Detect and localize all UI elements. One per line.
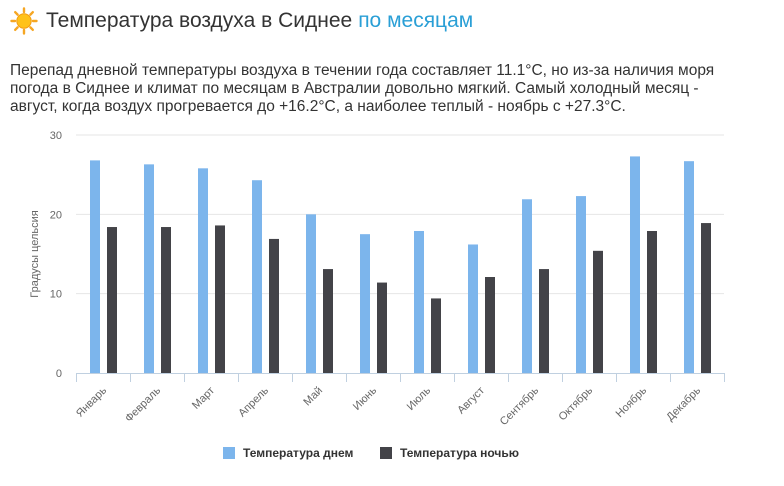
title-text: Температура воздуха в Сиднее bbox=[46, 9, 353, 32]
bar-night[interactable]: Февраль: 18.4°C bbox=[161, 227, 171, 373]
legend-label-night: Температура ночью bbox=[400, 446, 519, 460]
page-title: Температура воздуха в Сиднее по месяцам bbox=[46, 9, 473, 33]
bar-day[interactable]: Ноябрь: 27.3°C bbox=[630, 156, 640, 373]
y-tick-label: 30 bbox=[50, 130, 62, 142]
x-tick-label: Январь bbox=[74, 384, 109, 419]
x-tick-label: Ноябрь bbox=[614, 384, 650, 420]
months-link[interactable]: по месяцам bbox=[358, 9, 474, 32]
legend-label-day: Температура днем bbox=[243, 446, 354, 460]
bar-day[interactable]: Февраль: 26.3°C bbox=[144, 164, 154, 373]
bar-day[interactable]: Май: 20°C bbox=[306, 214, 316, 373]
bar-night[interactable]: Март: 18.6°C bbox=[215, 225, 225, 373]
bar-day[interactable]: Декабрь: 26.7°C bbox=[684, 161, 694, 373]
legend-item-night[interactable]: Температура ночью bbox=[380, 446, 519, 460]
bar-day[interactable]: Сентябрь: 21.9°C bbox=[522, 199, 532, 373]
temperature-chart: Январь: 26.8°C Январь: 18.4°C Февраль: 26.… bbox=[29, 130, 725, 428]
bar-night[interactable]: Сентябрь: 13.1°C bbox=[539, 269, 549, 373]
bar-night[interactable]: Май: 13.1°C bbox=[323, 269, 333, 373]
x-tick-label: Май bbox=[301, 385, 325, 409]
page-header: Температура воздуха в Сиднее по месяцам bbox=[10, 6, 473, 36]
bar-night[interactable]: Декабрь: 18.9°C bbox=[701, 223, 711, 373]
y-tick-label: 10 bbox=[50, 289, 62, 301]
x-tick-label: Июль bbox=[405, 384, 434, 413]
y-tick-label: 0 bbox=[56, 368, 62, 380]
x-tick-label: Апрель bbox=[236, 384, 271, 419]
x-tick-label: Август bbox=[455, 385, 487, 417]
legend-swatch-night bbox=[380, 447, 392, 459]
bar-day[interactable]: Апрель: 24.3°C bbox=[252, 180, 262, 373]
legend-item-day[interactable]: Температура днем bbox=[223, 446, 353, 460]
bar-night[interactable]: Июнь: 11.4°C bbox=[377, 282, 387, 373]
bar-night[interactable]: Июль: 9.4°C bbox=[431, 298, 441, 373]
x-tick-label: Февраль bbox=[123, 384, 163, 424]
bar-night[interactable]: Август: 12.1°C bbox=[485, 277, 495, 373]
chart-legend: Температура днем Температура ночью bbox=[0, 446, 784, 466]
y-axis-label: Градусы цельсия bbox=[29, 210, 41, 298]
x-tick-label: Март bbox=[190, 385, 217, 412]
bar-night[interactable]: Апрель: 16.9°C bbox=[269, 238, 279, 373]
bar-night[interactable]: Ноябрь: 17.9°C bbox=[647, 230, 657, 373]
y-tick-label: 20 bbox=[50, 209, 62, 221]
x-tick-label: Июнь bbox=[351, 384, 379, 412]
bar-day[interactable]: Август: 16.2°C bbox=[468, 244, 478, 373]
bar-day[interactable]: Март: 25.8°C bbox=[198, 168, 208, 373]
climate-description: Перепад дневной температуры воздуха в те… bbox=[10, 62, 715, 115]
bar-night[interactable]: Октябрь: 15.4°C bbox=[593, 250, 603, 373]
legend-swatch-day bbox=[223, 447, 235, 459]
bar-day[interactable]: Январь: 26.8°C bbox=[90, 160, 100, 373]
bar-day[interactable]: Июль: 17.9°C bbox=[414, 230, 424, 373]
bar-day[interactable]: Июнь: 17.5°C bbox=[360, 234, 370, 373]
x-tick-label: Сентябрь bbox=[498, 384, 542, 428]
x-tick-label: Октябрь bbox=[556, 384, 595, 423]
x-tick-label: Декабрь bbox=[664, 384, 703, 423]
bar-day[interactable]: Октябрь: 22.3°C bbox=[576, 196, 586, 373]
bar-night[interactable]: Январь: 18.4°C bbox=[107, 227, 117, 373]
sun-icon bbox=[10, 7, 38, 35]
